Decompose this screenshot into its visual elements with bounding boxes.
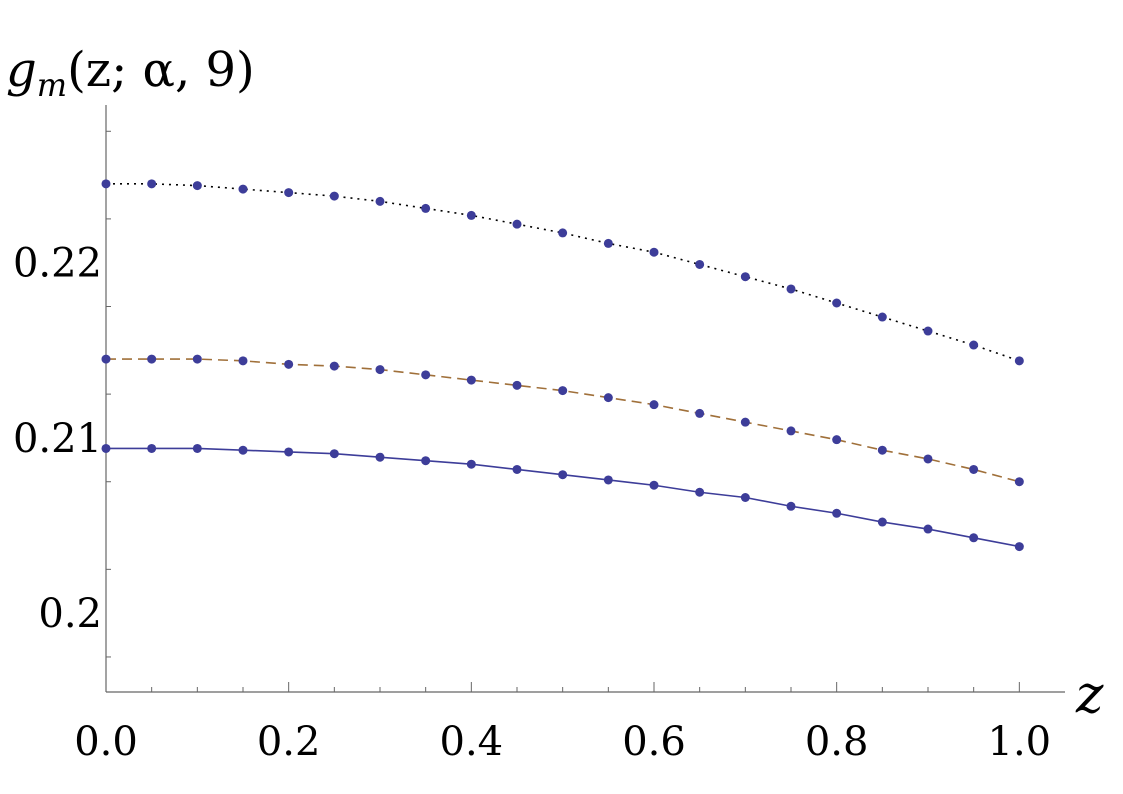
series-line [106,358,1020,483]
data-point [466,375,476,385]
axes [105,105,1065,693]
data-point [147,354,157,364]
series-line [106,183,1020,362]
data-point [786,426,796,436]
data-point [832,298,842,308]
data-point [832,435,842,445]
data-point [284,188,294,198]
data-point [466,210,476,220]
series-layer [101,179,1024,552]
data-point [101,179,111,189]
data-point [695,408,705,418]
data-point [603,238,613,248]
series-1 [101,179,1024,366]
data-point [284,447,294,457]
data-point [238,445,248,455]
data-point [603,475,613,485]
y-axis-label: gm(z; α, 9) [6,42,255,104]
data-point [329,361,339,371]
tick-labels: 0.0 0.2 0.4 0.6 0.8 1.0 0.2 0.21 0.22 [13,241,1051,765]
data-point [329,449,339,459]
data-point [877,517,887,527]
data-point [786,284,796,294]
x-tick-label: 1.0 [988,719,1052,765]
series-2 [101,354,1024,487]
y-tick-label: 0.2 [38,591,102,637]
data-point [558,228,568,238]
y-tick-label: 0.21 [13,416,102,462]
data-point [603,393,613,403]
x-tick-label: 0.4 [440,719,504,765]
data-point [740,493,750,503]
data-point [1014,477,1024,487]
x-tick-label: 0.6 [622,719,686,765]
data-point [695,487,705,497]
data-point [969,533,979,543]
data-point [375,365,385,375]
data-point [329,191,339,201]
data-point [558,470,568,480]
data-point [695,259,705,269]
data-point [238,184,248,194]
data-point [558,386,568,396]
data-point [192,354,202,364]
data-point [923,524,933,534]
data-point [832,508,842,518]
data-point [649,480,659,490]
data-point [147,179,157,189]
data-point [786,501,796,511]
data-point [740,417,750,427]
series-3 [101,443,1024,552]
data-point [649,247,659,257]
data-point [466,459,476,469]
data-point [512,464,522,474]
data-point [1014,542,1024,552]
data-point [375,452,385,462]
data-point [284,359,294,369]
x-tick-label: 0.8 [805,719,869,765]
data-point [649,400,659,410]
data-point [969,340,979,350]
data-point [192,443,202,453]
data-point [877,445,887,455]
data-point [101,354,111,364]
data-point [512,219,522,229]
series-line [106,447,1020,548]
y-tick-label: 0.22 [13,241,102,287]
data-point [923,454,933,464]
data-point [923,326,933,336]
data-point [740,272,750,282]
x-tick-label: 0.0 [74,719,138,765]
data-point [375,196,385,206]
data-point [1014,356,1024,366]
data-point [238,356,248,366]
data-point [421,456,431,466]
data-point [512,380,522,390]
data-point [969,464,979,474]
data-point [877,312,887,322]
data-point [421,203,431,213]
x-axis-label: z [1075,665,1104,725]
data-point [421,370,431,380]
data-point [101,443,111,453]
data-point [192,181,202,191]
data-point [147,443,157,453]
x-tick-label: 0.2 [257,719,321,765]
